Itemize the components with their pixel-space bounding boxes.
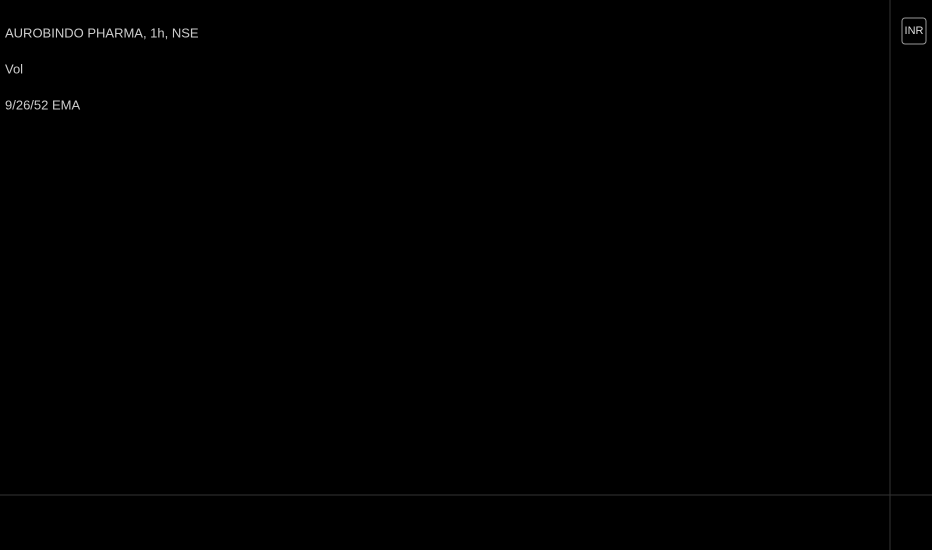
currency-label[interactable]: INR xyxy=(905,25,924,37)
volume-label: Vol xyxy=(5,61,23,76)
ema-label: 9/26/52 EMA xyxy=(5,97,80,112)
symbol-title: AUROBINDO PHARMA, 1h, NSE xyxy=(5,25,199,40)
currency-box[interactable] xyxy=(901,17,927,45)
